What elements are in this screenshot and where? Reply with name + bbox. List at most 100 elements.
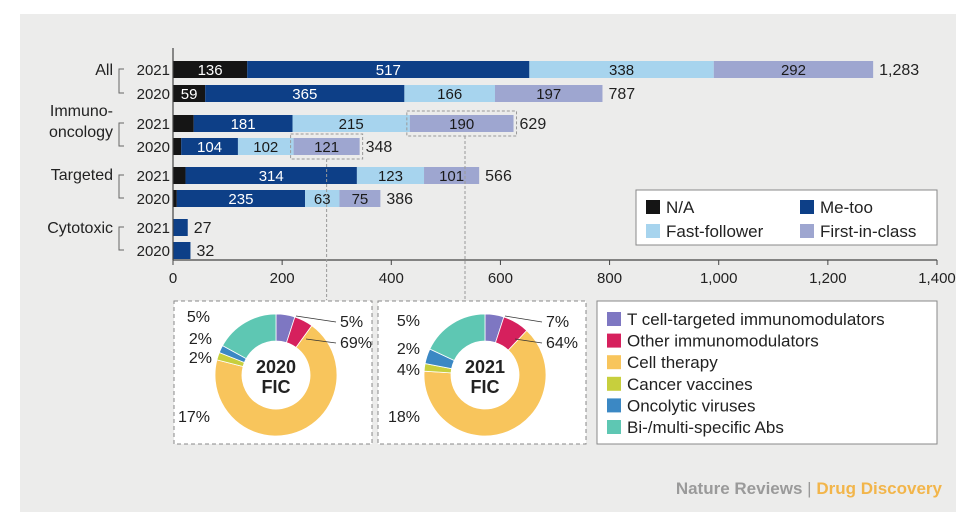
year-label: 2021 [137, 220, 170, 237]
bar-value-label: 197 [536, 86, 561, 103]
bar-value-label: 314 [259, 168, 284, 185]
leader-line [514, 338, 543, 344]
legend-swatch [800, 200, 814, 214]
bar-value-label: 365 [292, 86, 317, 103]
donut-legend-box [596, 300, 938, 445]
bar-value-label: 104 [197, 139, 222, 156]
donut-slice-label: 4% [397, 362, 420, 379]
bar-value-label: 102 [253, 139, 278, 156]
bar-value-label: 190 [449, 116, 474, 133]
donut-center-label: FIC [471, 377, 500, 397]
bar-segment [529, 61, 714, 78]
credit-journal: Drug Discovery [816, 479, 942, 498]
legend-label: Me-too [820, 198, 873, 217]
legend-swatch [646, 224, 660, 238]
legend-swatch [646, 200, 660, 214]
year-label: 2021 [137, 168, 170, 185]
x-tick-label: 600 [488, 270, 513, 287]
leader-line [305, 338, 337, 344]
bar-value-label: 292 [781, 62, 806, 79]
bar-segment [713, 61, 874, 78]
year-label: 2020 [137, 243, 170, 260]
bar-value-label: 75 [352, 191, 369, 208]
bar-value-label: 166 [437, 86, 462, 103]
donut-legend-swatch [607, 376, 621, 391]
donut-slice-label: 64% [546, 335, 578, 352]
donut-legend-label: Other immunomodulators [627, 332, 819, 351]
donut-legend-label: T cell-targeted immunomodulators [627, 310, 885, 329]
leader-line [295, 315, 337, 323]
x-tick-label: 0 [169, 270, 177, 287]
credit-publisher: Nature Reviews [675, 479, 803, 498]
donut-slice [423, 329, 547, 437]
bar-segment [173, 115, 194, 132]
bar-segment [173, 167, 186, 184]
legend-label: N/A [666, 198, 695, 217]
bar-total-label: 1,283 [879, 62, 919, 79]
bar-total-label: 629 [520, 116, 547, 133]
group-bracket [118, 122, 124, 147]
donut-slice-label: 2% [189, 350, 212, 367]
bar-chart: All 2021 136 517 338 292 1,283 2020 59 365 166 197 7… [47, 48, 956, 300]
group-bracket [118, 174, 124, 199]
bar-segment [409, 115, 514, 132]
bar-value-label: 235 [228, 191, 253, 208]
legend-label: First-in-class [820, 222, 916, 241]
donut-legend-label: Oncolytic viruses [627, 396, 755, 415]
year-label: 2020 [137, 86, 170, 103]
group-label: Immuno- [50, 103, 113, 120]
bar-total-label: 27 [194, 220, 212, 237]
donut-center-label: 2020 [256, 357, 296, 377]
bar-legend: N/A Me-too Fast-follower First-in-class [635, 189, 938, 246]
bar-segment [339, 190, 381, 207]
donut-slice-label: 5% [187, 309, 210, 326]
year-label: 2020 [137, 191, 170, 208]
bar-value-label: 517 [376, 62, 401, 79]
x-tick-label: 1,000 [700, 270, 738, 287]
bar-value-label: 59 [181, 86, 198, 103]
donut-slice-label: 17% [178, 409, 210, 426]
year-label: 2021 [137, 116, 170, 133]
bar-segment [173, 190, 177, 207]
year-label: 2021 [137, 62, 170, 79]
journal-credit: Nature Reviews | Drug Discovery [676, 479, 942, 499]
bar-segment [293, 138, 360, 155]
bar-segment [292, 115, 410, 132]
bar-segment [173, 219, 188, 236]
legend-box [635, 189, 938, 246]
donut-legend-label: Cell therapy [627, 353, 718, 372]
donut-slice [214, 325, 338, 437]
donut-slice [222, 313, 277, 360]
bar-segment [193, 115, 293, 132]
bar-segment [247, 61, 530, 78]
donut-slice-label: 7% [546, 314, 569, 331]
group-bracket [118, 226, 124, 251]
donut-legend-label: Cancer vaccines [627, 375, 753, 394]
bar-value-label: 215 [339, 116, 364, 133]
bar-segment [205, 85, 405, 102]
x-tick-label: 1,400 [918, 270, 956, 287]
bar-segment [173, 242, 191, 259]
bar-value-label: 181 [231, 116, 256, 133]
donut-legend-label: Bi-/multi-specific Abs [627, 418, 784, 437]
bar-value-label: 101 [439, 168, 464, 185]
bar-value-label: 121 [314, 139, 339, 156]
highlight-box [290, 133, 364, 160]
donut-legend: T cell-targeted immunomodulators Other im… [596, 300, 938, 445]
year-label: 2020 [137, 139, 170, 156]
bar-segment [176, 190, 306, 207]
donut-legend-swatch [607, 333, 621, 348]
donut-slice-label: 2% [397, 341, 420, 358]
bar-value-label: 123 [378, 168, 403, 185]
donut-slice-label: 2% [189, 331, 212, 348]
bar-segment [356, 167, 425, 184]
group-label: All [95, 62, 113, 79]
bar-segment [494, 85, 603, 102]
donut-slice-label: 18% [388, 409, 420, 426]
bar-total-label: 386 [386, 191, 413, 208]
bar-value-label: 63 [314, 191, 331, 208]
donut-slice-label: 69% [340, 335, 372, 352]
legend-label: Fast-follower [666, 222, 764, 241]
